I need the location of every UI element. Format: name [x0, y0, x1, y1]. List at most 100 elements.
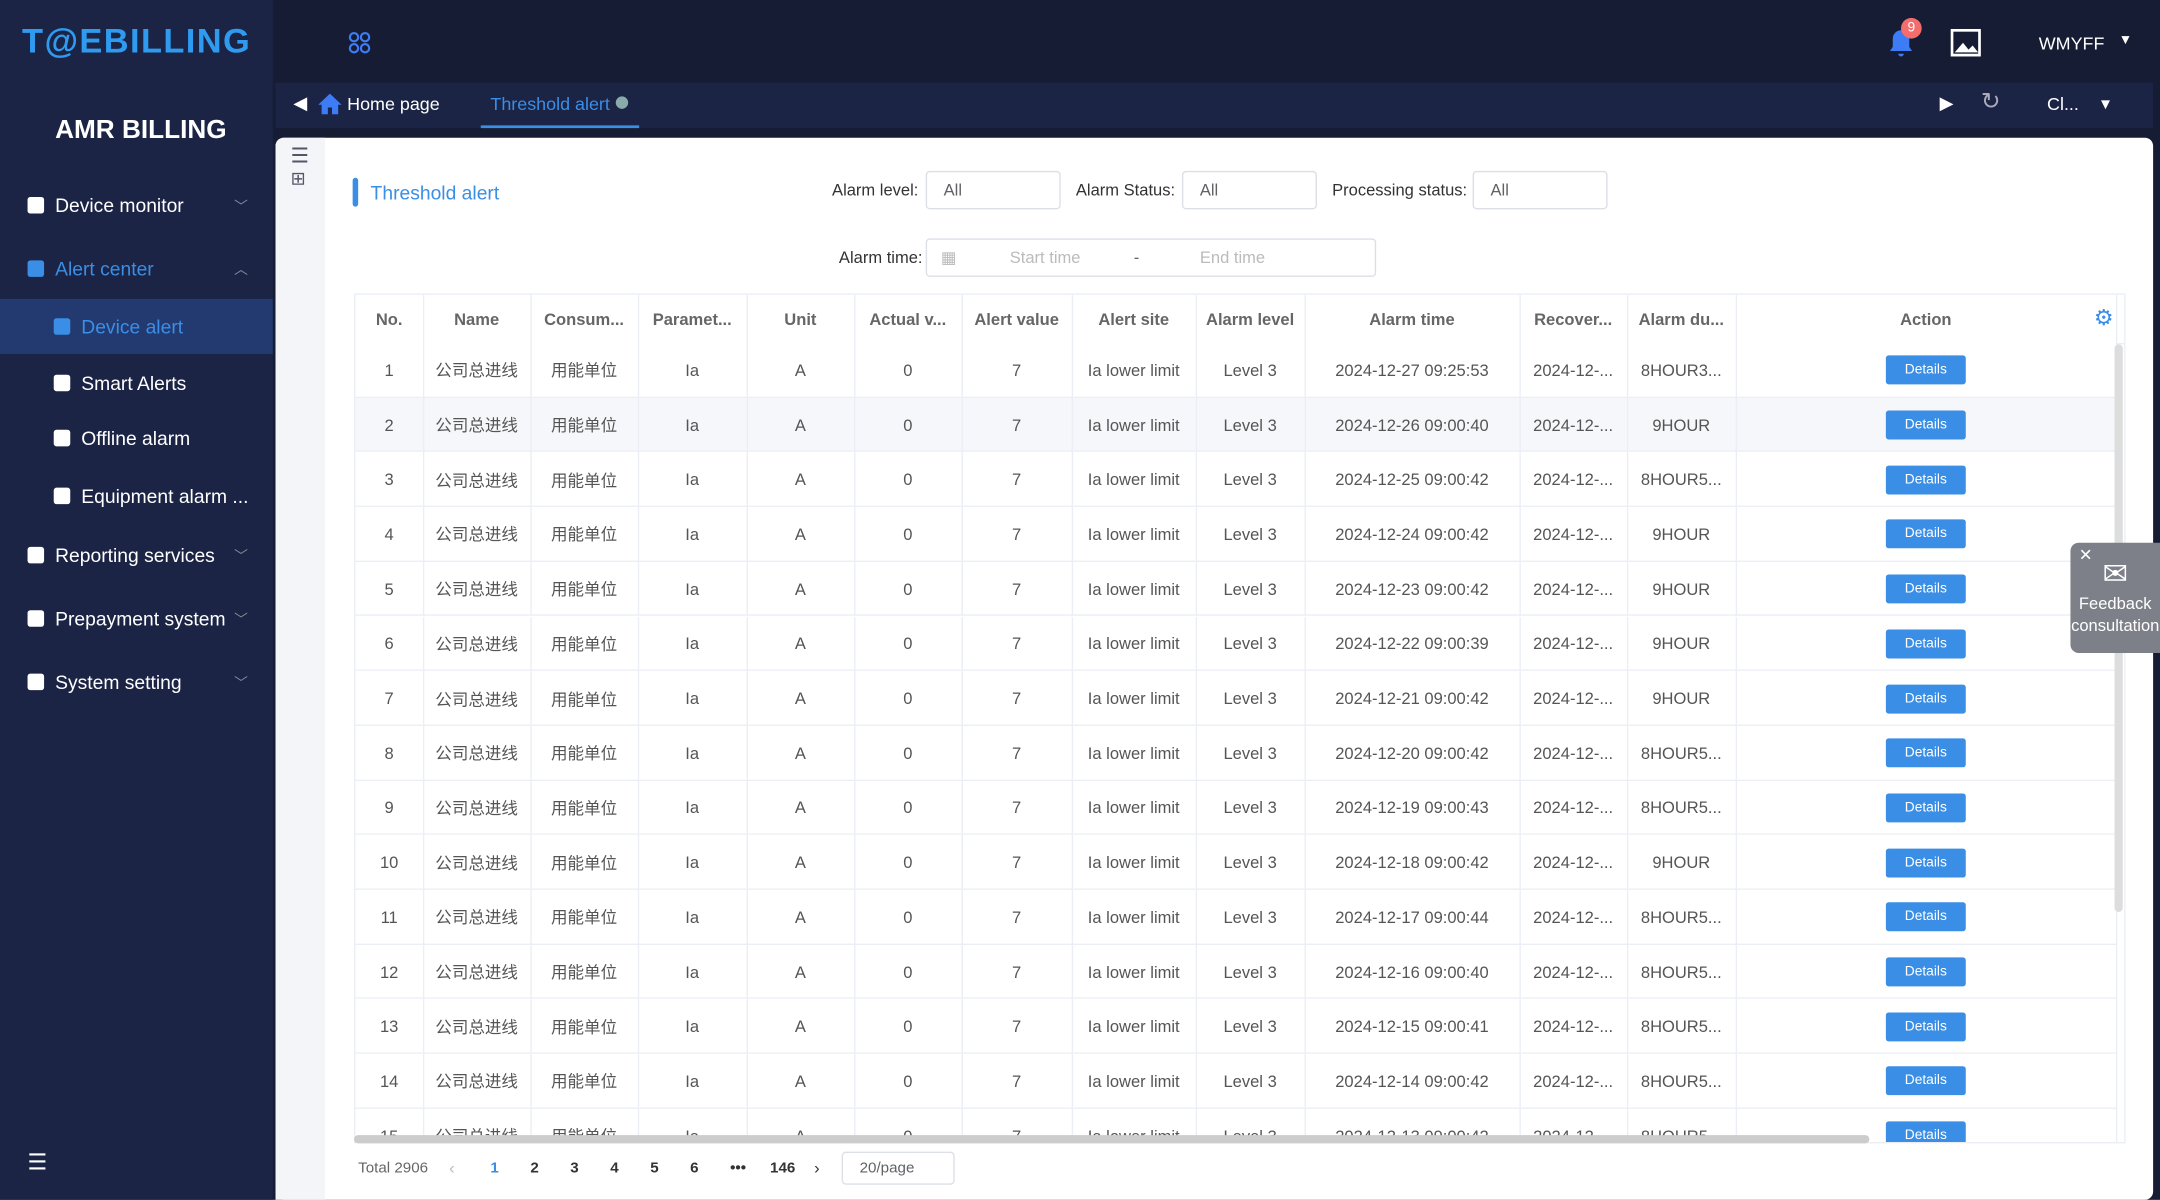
- logo: T@EBILLING: [22, 22, 252, 61]
- table-cell: 公司总进线: [423, 1053, 532, 1109]
- tab-current[interactable]: Threshold alert: [490, 93, 610, 115]
- details-button[interactable]: Details: [1885, 629, 1967, 659]
- page-size[interactable]: 20/page: [841, 1151, 955, 1185]
- details-button[interactable]: Details: [1885, 957, 1967, 987]
- tab-active[interactable]: [480, 83, 640, 129]
- menu-item[interactable]: Device alert: [81, 315, 184, 338]
- table-cell: 1: [355, 343, 425, 398]
- page-number[interactable]: 6: [690, 1159, 699, 1177]
- table-cell: 0: [854, 616, 963, 672]
- table-cell: 用能单位: [530, 1053, 640, 1109]
- tree-icon[interactable]: ⊞: [290, 168, 306, 189]
- table-cell: Ia lower limit: [1072, 452, 1198, 508]
- details-button[interactable]: Details: [1885, 465, 1967, 495]
- details-button[interactable]: Details: [1885, 848, 1967, 878]
- table-cell: Ia lower limit: [1072, 671, 1198, 726]
- table-row: [355, 671, 2116, 726]
- table-cell: 0: [854, 397, 963, 453]
- table-cell: 7: [355, 671, 425, 726]
- details-button[interactable]: Details: [1885, 410, 1967, 440]
- refresh-icon[interactable]: ↻: [1980, 88, 2001, 115]
- details-button[interactable]: Details: [1885, 1066, 1967, 1096]
- column-header: Paramet...: [638, 294, 749, 344]
- feedback[interactable]: ✕ ✉ Feedback consultation: [2070, 542, 2160, 653]
- processing-status-select[interactable]: All: [1472, 170, 1608, 210]
- table-cell: 2: [355, 397, 425, 453]
- menu-item[interactable]: Smart Alerts: [81, 371, 187, 394]
- table-cell: 4: [355, 507, 425, 562]
- table-cell: A: [747, 397, 856, 453]
- settings-icon[interactable]: ⚙: [2093, 307, 2114, 331]
- page-number[interactable]: •••: [730, 1159, 747, 1177]
- prev-page[interactable]: ‹: [449, 1158, 455, 1178]
- menu-item[interactable]: Device monitor: [55, 194, 184, 217]
- menu-item[interactable]: Reporting services: [55, 544, 215, 567]
- user-name[interactable]: WMYFF: [2038, 33, 2105, 54]
- menu-icon[interactable]: ☰: [290, 144, 310, 169]
- table-cell: 9HOUR: [1627, 616, 1738, 672]
- table-cell: 2024-12-...: [1519, 343, 1629, 398]
- details-button[interactable]: Details: [1885, 574, 1967, 604]
- column-header: Recover...: [1519, 294, 1629, 344]
- page-number[interactable]: 2: [530, 1159, 539, 1177]
- details-button[interactable]: Details: [1885, 902, 1967, 932]
- h-scrollbar[interactable]: [354, 1135, 1870, 1144]
- table-cell: A: [747, 835, 856, 890]
- table-cell: Ia: [638, 780, 749, 836]
- table-cell: 8HOUR3...: [1627, 343, 1738, 398]
- table-cell: 公司总进线: [423, 725, 532, 781]
- details-button[interactable]: Details: [1885, 1012, 1967, 1042]
- column-header: No.: [355, 294, 425, 344]
- table-cell: Level 3: [1196, 835, 1306, 890]
- page-number[interactable]: 5: [650, 1159, 659, 1177]
- column-header: Alert site: [1072, 294, 1198, 344]
- table-cell: Level 3: [1196, 725, 1306, 781]
- user-caret[interactable]: ▼: [2118, 33, 2133, 49]
- details-button[interactable]: Details: [1885, 519, 1967, 549]
- page-number[interactable]: 146: [770, 1159, 796, 1177]
- tab-home[interactable]: Home page: [347, 93, 440, 115]
- tab-next[interactable]: ▶: [1939, 92, 1954, 113]
- close-caret[interactable]: ▼: [2098, 96, 2114, 113]
- table-cell: 8: [355, 725, 425, 781]
- page-number[interactable]: 1: [490, 1159, 499, 1177]
- table-cell: 2024-12-...: [1519, 889, 1629, 945]
- next-page[interactable]: ›: [814, 1158, 820, 1178]
- details-button[interactable]: Details: [1885, 738, 1967, 768]
- table-cell: 2024-12-26 09:00:40: [1305, 397, 1521, 453]
- menu-item[interactable]: Equipment alarm ...: [81, 484, 249, 507]
- table-cell: Ia lower limit: [1072, 507, 1198, 562]
- menu-item[interactable]: Alert center: [55, 257, 154, 280]
- table-cell: 公司总进线: [423, 561, 532, 617]
- tab-prev[interactable]: ◀: [293, 92, 308, 113]
- page-number[interactable]: 3: [570, 1159, 579, 1177]
- menu-item[interactable]: Prepayment system: [55, 607, 226, 630]
- details-button[interactable]: Details: [1885, 355, 1967, 385]
- details-button[interactable]: Details: [1885, 1121, 1967, 1142]
- table-cell: 0: [854, 452, 963, 508]
- table-cell: 13: [355, 999, 425, 1054]
- table-cell: 2024-12-...: [1519, 561, 1629, 617]
- table-cell: 2024-12-...: [1519, 671, 1629, 726]
- alarm-level-select[interactable]: All: [925, 170, 1061, 210]
- alarm-status-select[interactable]: All: [1181, 170, 1317, 210]
- table-cell: Details: [1736, 889, 2118, 945]
- menu-item[interactable]: System setting: [55, 670, 182, 693]
- filter-label: Alarm level:: [832, 180, 919, 200]
- apps-icon[interactable]: [347, 30, 372, 55]
- image-icon[interactable]: [1950, 28, 1981, 57]
- close-menu[interactable]: Cl...: [2047, 93, 2079, 115]
- details-button[interactable]: Details: [1885, 683, 1967, 713]
- menu-arrow: ﹀: [234, 199, 248, 215]
- tab-close[interactable]: [615, 96, 629, 109]
- collapse-icon[interactable]: ☰: [27, 1151, 48, 1176]
- details-button[interactable]: Details: [1885, 793, 1967, 823]
- date-range[interactable]: ▦ Start time - End time: [925, 238, 1377, 277]
- column-header: Consum...: [530, 294, 640, 344]
- table-cell: 用能单位: [530, 725, 640, 781]
- menu-item[interactable]: Offline alarm: [81, 427, 191, 450]
- table-cell: A: [747, 889, 856, 945]
- menu-arrow: ﹀: [234, 613, 248, 629]
- page-number[interactable]: 4: [610, 1159, 619, 1177]
- table-cell: 2024-12-16 09:00:40: [1305, 944, 1521, 1000]
